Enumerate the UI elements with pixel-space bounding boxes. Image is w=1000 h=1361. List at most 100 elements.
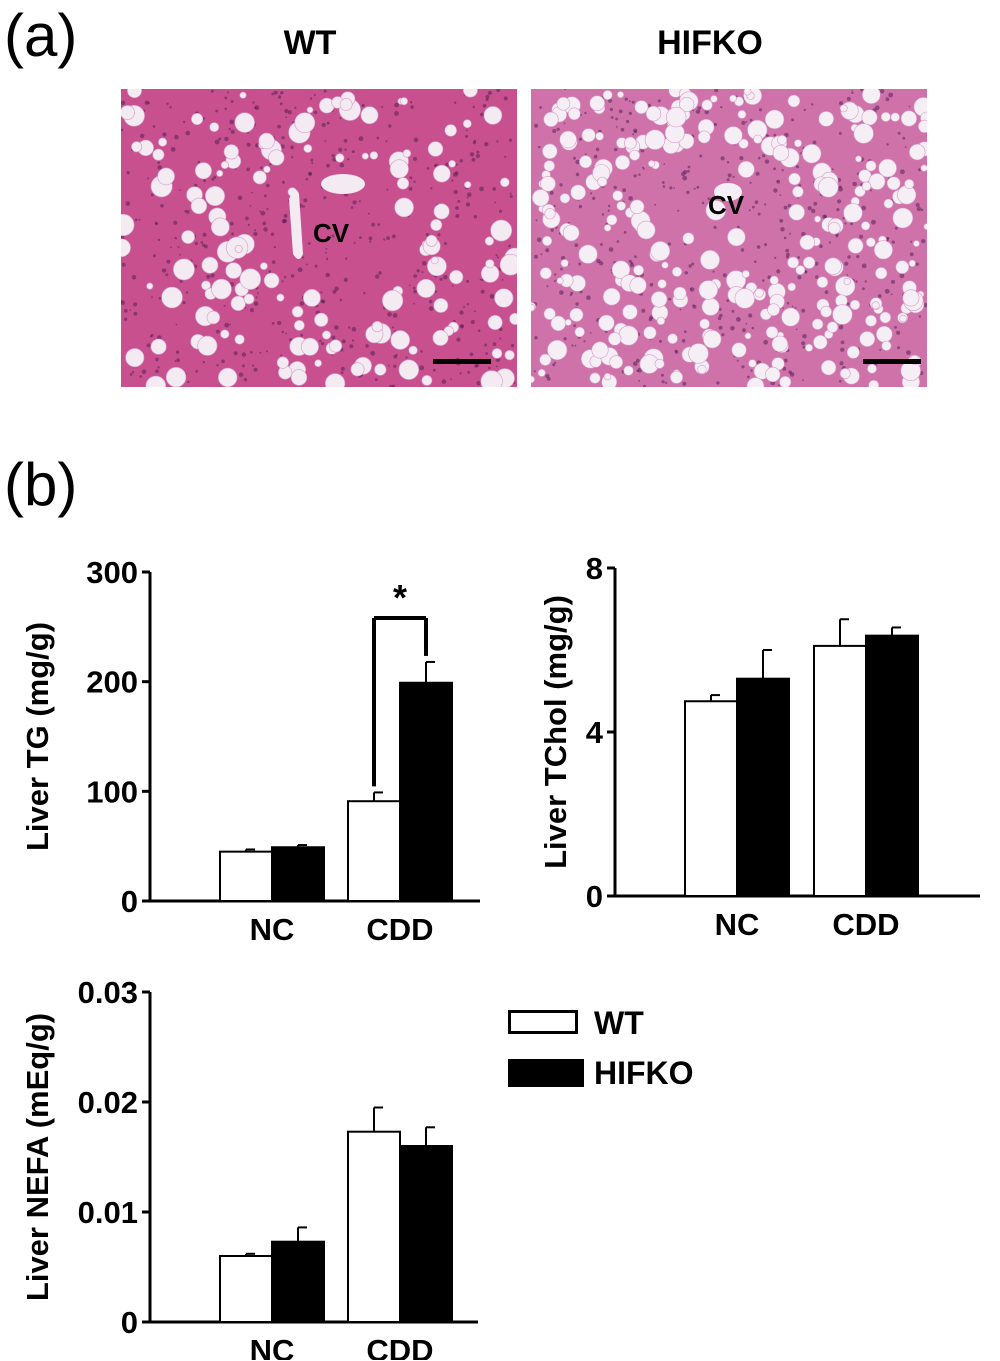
nucleus-dot bbox=[370, 350, 376, 356]
nucleus-dot bbox=[839, 101, 843, 106]
nucleus-dot bbox=[915, 262, 919, 266]
nucleus-dot bbox=[546, 285, 549, 288]
fat-vacuole bbox=[302, 288, 321, 307]
nucleus-dot bbox=[812, 140, 817, 145]
fat-vacuole bbox=[399, 97, 408, 106]
fat-vacuole bbox=[432, 329, 449, 346]
fat-vacuole bbox=[633, 264, 644, 276]
fat-vacuole bbox=[622, 304, 638, 320]
fat-vacuole bbox=[899, 314, 907, 323]
nucleus-dot bbox=[254, 229, 257, 232]
nucleus-dot bbox=[740, 248, 745, 252]
nucleus-dot bbox=[496, 140, 499, 143]
nucleus-dot bbox=[223, 304, 226, 307]
fat-vacuole bbox=[772, 144, 790, 162]
chart-liver-tg: 0 100 200 300 Liver TG (mg/g) NC CDD * bbox=[20, 555, 480, 947]
nucleus-dot bbox=[787, 203, 792, 208]
legend: WT HIFKO bbox=[508, 1005, 808, 1095]
fat-vacuole bbox=[654, 358, 665, 369]
nucleus-dot bbox=[755, 171, 760, 176]
y-tick-label: 0 bbox=[121, 1305, 138, 1340]
nucleus-dot bbox=[249, 205, 252, 207]
nucleus-dot bbox=[575, 159, 580, 165]
nucleus-dot bbox=[485, 94, 490, 99]
nucleus-dot bbox=[422, 261, 427, 266]
nucleus-dot bbox=[780, 227, 785, 232]
nucleus-dot bbox=[129, 309, 132, 311]
nucleus-dot bbox=[720, 106, 723, 109]
nucleus-dot bbox=[741, 365, 745, 369]
nucleus-dot bbox=[779, 218, 784, 223]
fat-vacuole bbox=[673, 286, 687, 301]
nucleus-dot bbox=[622, 188, 627, 193]
nucleus-dot bbox=[125, 201, 131, 206]
nucleus-dot bbox=[540, 253, 543, 256]
y-tick-label: 4 bbox=[586, 715, 604, 750]
nucleus-dot bbox=[628, 100, 631, 103]
nucleus-dot bbox=[618, 109, 623, 114]
nucleus-dot bbox=[214, 139, 220, 145]
nucleus-dot bbox=[450, 378, 452, 381]
nucleus-dot bbox=[773, 188, 778, 193]
nucleus-dot bbox=[281, 136, 285, 140]
nucleus-dot bbox=[813, 201, 818, 206]
nucleus-dot bbox=[661, 181, 665, 184]
fat-vacuole bbox=[276, 293, 285, 302]
nucleus-dot bbox=[270, 232, 275, 236]
panel-a-label: (a) bbox=[4, 2, 78, 69]
nucleus-dot bbox=[571, 344, 574, 347]
nucleus-dot bbox=[129, 373, 133, 376]
fat-vacuole bbox=[314, 312, 329, 327]
nucleus-dot bbox=[321, 342, 325, 346]
nucleus-dot bbox=[325, 272, 330, 278]
nucleus-dot bbox=[802, 345, 806, 349]
nucleus-dot bbox=[177, 246, 180, 248]
nucleus-dot bbox=[560, 267, 563, 271]
fat-vacuole bbox=[509, 312, 517, 325]
bar-hifko-cdd bbox=[865, 634, 919, 898]
fat-vacuole bbox=[629, 149, 641, 161]
fat-vacuole bbox=[598, 314, 615, 332]
fat-vacuole bbox=[597, 176, 608, 187]
nucleus-dot bbox=[797, 256, 800, 259]
nucleus-dot bbox=[455, 206, 459, 210]
nucleus-dot bbox=[589, 332, 592, 334]
nucleus-dot bbox=[482, 103, 487, 108]
nucleus-dot bbox=[443, 275, 448, 280]
bar-wt-nc bbox=[219, 850, 273, 902]
fat-vacuole bbox=[644, 129, 666, 150]
nucleus-dot bbox=[307, 242, 311, 245]
fat-vacuole bbox=[190, 197, 208, 215]
nucleus-dot bbox=[211, 177, 215, 181]
fat-vacuole bbox=[559, 193, 571, 204]
fat-vacuole bbox=[290, 369, 308, 386]
nucleus-dot bbox=[224, 136, 229, 142]
fat-vacuole bbox=[430, 219, 443, 232]
nucleus-dot bbox=[345, 257, 348, 260]
nucleus-dot bbox=[452, 285, 454, 287]
nucleus-dot bbox=[353, 241, 356, 244]
nucleus-dot bbox=[918, 168, 921, 172]
nucleus-dot bbox=[284, 108, 289, 114]
nucleus-dot bbox=[426, 167, 430, 170]
fat-vacuole bbox=[145, 375, 167, 387]
nucleus-dot bbox=[241, 352, 247, 357]
nucleus-dot bbox=[455, 214, 460, 218]
nucleus-dot bbox=[535, 219, 538, 222]
fat-vacuole bbox=[150, 338, 167, 355]
fat-vacuole bbox=[463, 89, 478, 98]
nucleus-dot bbox=[504, 155, 507, 158]
nucleus-dot bbox=[691, 262, 695, 266]
x-tick-label: CDD bbox=[832, 907, 899, 942]
nucleus-dot bbox=[339, 298, 343, 302]
nucleus-dot bbox=[726, 161, 730, 164]
nucleus-dot bbox=[601, 213, 605, 216]
fat-vacuole bbox=[243, 293, 255, 305]
nucleus-dot bbox=[624, 97, 628, 101]
y-tick-label: 0 bbox=[121, 884, 138, 919]
nucleus-dot bbox=[910, 240, 913, 243]
fat-vacuole bbox=[865, 314, 877, 327]
nucleus-dot bbox=[595, 147, 600, 152]
nucleus-dot bbox=[326, 163, 330, 168]
nucleus-dot bbox=[909, 252, 914, 257]
